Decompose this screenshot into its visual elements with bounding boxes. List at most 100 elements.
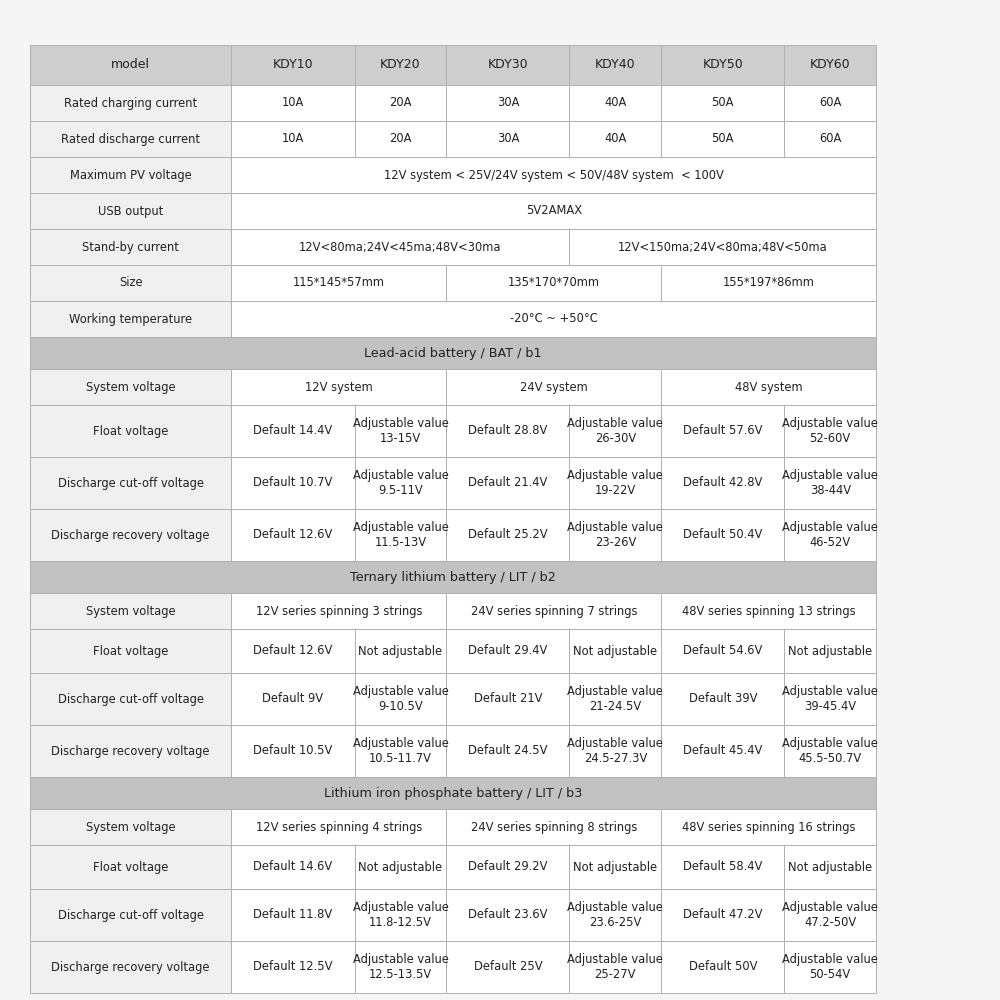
Text: KDY50: KDY50 xyxy=(702,58,743,72)
Bar xyxy=(446,845,569,889)
Text: 135*170*70mm: 135*170*70mm xyxy=(508,276,600,290)
Bar xyxy=(446,629,569,673)
Bar xyxy=(569,725,661,777)
Text: 48V system: 48V system xyxy=(735,380,802,393)
Bar xyxy=(355,941,446,993)
Text: Default 39V: Default 39V xyxy=(689,692,757,706)
Text: 5V2AMAX: 5V2AMAX xyxy=(526,205,582,218)
Text: Default 24.5V: Default 24.5V xyxy=(468,744,548,758)
Bar xyxy=(30,561,876,593)
Text: Float voltage: Float voltage xyxy=(93,424,168,438)
Text: Adjustable value
38-44V: Adjustable value 38-44V xyxy=(782,468,878,497)
Text: Float voltage: Float voltage xyxy=(93,645,168,658)
Bar xyxy=(355,629,446,673)
Text: Default 25V: Default 25V xyxy=(474,960,542,974)
Bar xyxy=(355,673,446,725)
Bar xyxy=(569,629,661,673)
Text: 12V system: 12V system xyxy=(305,380,373,393)
Bar xyxy=(446,85,569,121)
Bar xyxy=(30,229,231,265)
Text: Default 14.4V: Default 14.4V xyxy=(253,424,333,438)
Bar xyxy=(30,85,231,121)
Text: Not adjustable: Not adjustable xyxy=(573,645,657,658)
Text: Adjustable value
24.5-27.3V: Adjustable value 24.5-27.3V xyxy=(567,736,663,766)
Text: Default 28.8V: Default 28.8V xyxy=(468,424,548,438)
Bar xyxy=(446,725,569,777)
Text: Default 11.8V: Default 11.8V xyxy=(253,908,333,922)
Text: Lead-acid battery / BAT / b1: Lead-acid battery / BAT / b1 xyxy=(364,347,542,360)
Bar xyxy=(661,457,784,509)
Text: Adjustable value
46-52V: Adjustable value 46-52V xyxy=(782,520,878,550)
Bar xyxy=(569,121,661,157)
Bar xyxy=(231,725,355,777)
Bar xyxy=(30,265,231,301)
Bar xyxy=(446,121,569,157)
Bar xyxy=(446,509,569,561)
Text: Adjustable value
52-60V: Adjustable value 52-60V xyxy=(782,416,878,446)
Text: Default 58.4V: Default 58.4V xyxy=(683,860,762,874)
Text: 12V series spinning 3 strings: 12V series spinning 3 strings xyxy=(256,604,422,617)
Text: Default 12.6V: Default 12.6V xyxy=(253,528,333,542)
Bar xyxy=(661,845,784,889)
Bar xyxy=(569,457,661,509)
Bar xyxy=(446,369,661,405)
Text: Adjustable value
10.5-11.7V: Adjustable value 10.5-11.7V xyxy=(353,736,448,766)
Bar xyxy=(231,405,355,457)
Text: 12V system < 25V/24V system < 50V/48V system  < 100V: 12V system < 25V/24V system < 50V/48V sy… xyxy=(384,168,724,182)
Bar xyxy=(446,941,569,993)
Bar xyxy=(446,593,661,629)
Bar xyxy=(784,121,876,157)
Text: 24V series spinning 8 strings: 24V series spinning 8 strings xyxy=(471,820,637,834)
Text: 48V series spinning 16 strings: 48V series spinning 16 strings xyxy=(682,820,855,834)
Text: Adjustable value
12.5-13.5V: Adjustable value 12.5-13.5V xyxy=(353,952,448,982)
Text: 12V series spinning 4 strings: 12V series spinning 4 strings xyxy=(256,820,422,834)
Bar xyxy=(355,509,446,561)
Text: Adjustable value
13-15V: Adjustable value 13-15V xyxy=(353,416,448,446)
Bar xyxy=(784,845,876,889)
Bar xyxy=(661,629,784,673)
Bar xyxy=(231,265,446,301)
Text: 60A: 60A xyxy=(819,97,841,109)
Text: 30A: 30A xyxy=(497,132,519,145)
Bar xyxy=(30,193,231,229)
Bar xyxy=(30,777,876,809)
Text: Working temperature: Working temperature xyxy=(69,312,192,326)
Text: model: model xyxy=(111,58,150,72)
Text: Adjustable value
47.2-50V: Adjustable value 47.2-50V xyxy=(782,900,878,930)
Text: KDY10: KDY10 xyxy=(273,58,313,72)
Bar xyxy=(569,85,661,121)
Bar xyxy=(30,941,231,993)
Bar xyxy=(231,301,876,337)
Bar xyxy=(661,509,784,561)
Bar xyxy=(231,941,355,993)
Bar xyxy=(784,509,876,561)
Bar xyxy=(661,85,784,121)
Bar xyxy=(661,121,784,157)
Text: Adjustable value
11.8-12.5V: Adjustable value 11.8-12.5V xyxy=(353,900,448,930)
Text: Default 21V: Default 21V xyxy=(474,692,542,706)
Bar xyxy=(784,85,876,121)
Bar xyxy=(661,725,784,777)
Text: Rated discharge current: Rated discharge current xyxy=(61,132,200,145)
Bar xyxy=(231,509,355,561)
Bar xyxy=(231,157,876,193)
Bar xyxy=(355,845,446,889)
Bar xyxy=(784,457,876,509)
Text: 20A: 20A xyxy=(389,97,412,109)
Bar xyxy=(355,85,446,121)
Text: KDY30: KDY30 xyxy=(488,58,528,72)
Text: System voltage: System voltage xyxy=(86,380,176,393)
Text: Not adjustable: Not adjustable xyxy=(358,645,443,658)
Text: KDY60: KDY60 xyxy=(810,58,851,72)
Bar xyxy=(231,193,876,229)
Bar xyxy=(569,673,661,725)
Bar xyxy=(231,629,355,673)
Bar xyxy=(569,889,661,941)
Text: Default 9V: Default 9V xyxy=(262,692,324,706)
Bar xyxy=(30,337,876,369)
Text: USB output: USB output xyxy=(98,205,163,218)
Bar xyxy=(661,45,784,85)
Text: Default 57.6V: Default 57.6V xyxy=(683,424,763,438)
Text: Not adjustable: Not adjustable xyxy=(788,645,872,658)
Text: Default 47.2V: Default 47.2V xyxy=(683,908,763,922)
